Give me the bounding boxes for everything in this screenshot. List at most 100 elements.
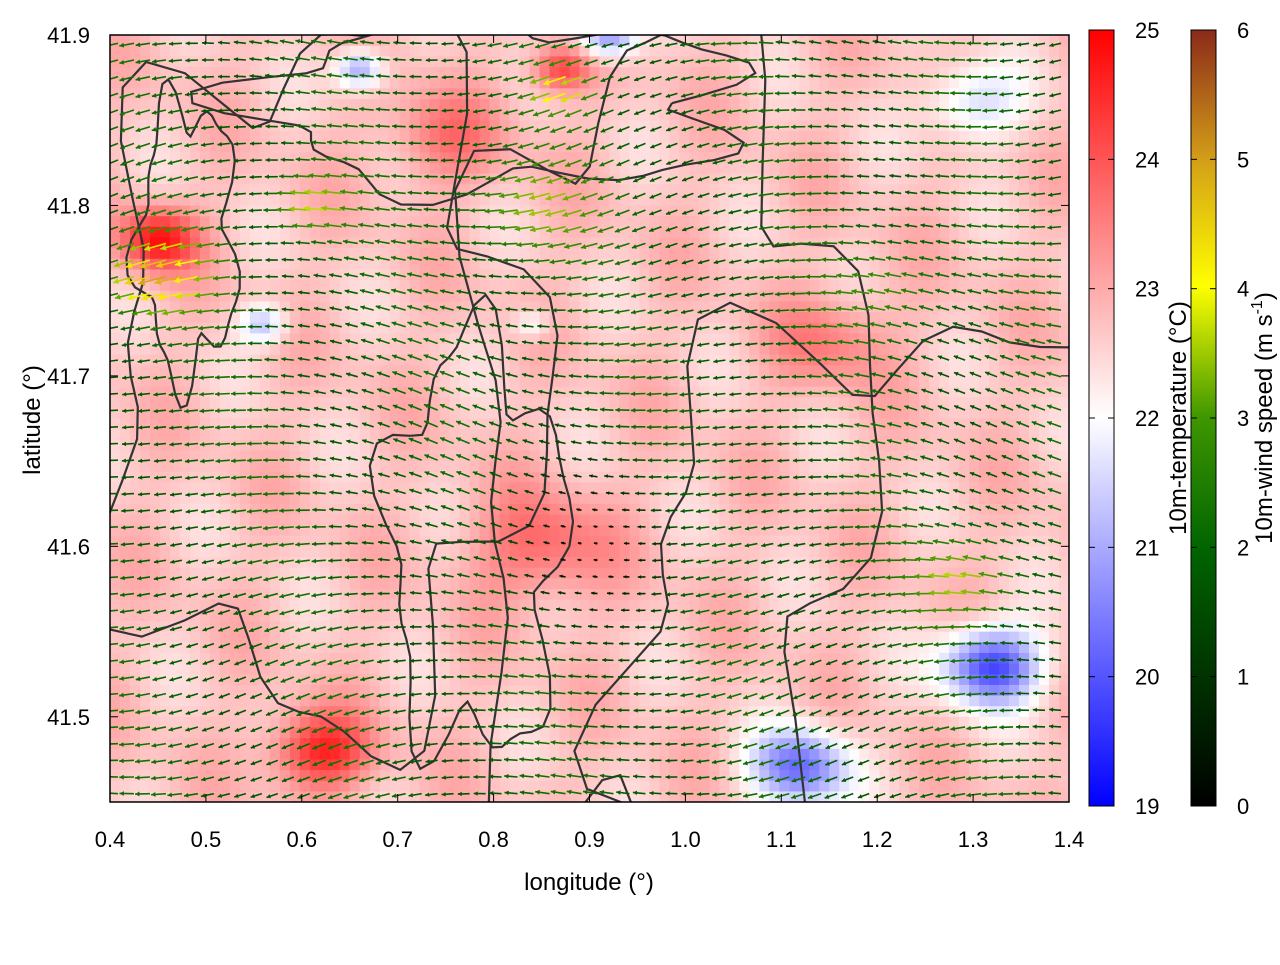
temperature-cell <box>569 609 581 622</box>
temperature-cell <box>629 375 641 387</box>
temperature-cell <box>439 716 451 728</box>
temperature-cell <box>349 364 361 376</box>
temperature-cell <box>499 343 511 355</box>
temperature-cell <box>769 652 780 664</box>
temperature-cell <box>639 343 651 355</box>
temperature-cell <box>319 162 331 174</box>
temperature-cell <box>119 780 131 792</box>
temperature-cell <box>779 364 790 376</box>
temperature-cell <box>379 268 391 281</box>
temperature-cell <box>489 588 501 600</box>
temperature-cell <box>799 599 810 611</box>
temperature-cell <box>779 141 790 153</box>
temperature-cell <box>239 460 251 472</box>
temperature-cell <box>189 524 201 536</box>
temperature-cell <box>229 567 241 579</box>
temperature-cell <box>339 737 351 749</box>
temperature-cell <box>769 748 780 760</box>
temperature-cell <box>409 290 421 302</box>
temperature-cell <box>619 769 631 781</box>
temperature-cell <box>429 343 441 355</box>
temperature-cell <box>329 716 341 728</box>
temperature-cell <box>789 66 800 78</box>
temperature-cell <box>659 236 671 249</box>
temperature-cell <box>159 172 171 185</box>
temperature-cell <box>389 55 401 68</box>
temperature-cell <box>679 631 690 643</box>
temperature-cell <box>639 45 651 57</box>
temperature-cell <box>169 55 181 68</box>
temperature-cell <box>159 545 171 558</box>
temperature-cell <box>629 631 641 643</box>
temperature-cell <box>309 449 321 462</box>
temperature-cell <box>739 236 750 249</box>
temperature-cell <box>739 663 750 675</box>
temperature-cell <box>369 737 381 749</box>
temperature-cell <box>439 45 451 57</box>
temperature-cell <box>259 141 271 153</box>
temperature-cell <box>609 311 621 323</box>
temperature-cell <box>369 322 381 334</box>
temperature-cell <box>639 109 651 121</box>
temperature-cell <box>399 151 411 163</box>
temperature-cell <box>659 407 671 419</box>
temperature-cell <box>719 503 730 515</box>
temperature-cell <box>369 364 381 376</box>
temperature-cell <box>189 66 201 78</box>
temperature-cell <box>399 45 411 57</box>
temperature-cell <box>729 268 740 281</box>
temperature-cell <box>409 354 421 366</box>
temperature-cell <box>599 588 611 600</box>
temperature-cell <box>349 396 361 408</box>
temperature-cell <box>409 694 421 707</box>
temperature-cell <box>619 300 631 313</box>
temperature-cell <box>179 332 191 345</box>
temperature-cell <box>269 66 281 78</box>
temperature-cell <box>289 407 301 419</box>
temperature-cell <box>189 769 201 781</box>
temperature-cell <box>499 780 511 792</box>
temperature-cell <box>779 172 790 185</box>
temperature-cell <box>499 66 511 78</box>
temperature-cell <box>479 55 491 68</box>
temperature-cell <box>159 748 171 760</box>
temperature-cell <box>609 130 621 142</box>
temperature-cell <box>709 300 720 313</box>
temperature-cell <box>119 204 131 217</box>
temperature-cell <box>529 87 541 100</box>
temperature-cell <box>619 694 631 707</box>
temperature-cell <box>209 386 221 398</box>
temperature-cell <box>279 119 291 131</box>
temperature-cell <box>309 66 321 78</box>
temperature-cell <box>559 513 571 526</box>
temperature-cell <box>419 705 431 717</box>
temperature-cell <box>269 716 281 728</box>
temperature-cell <box>189 556 201 568</box>
temperature-cell <box>669 279 681 291</box>
temperature-cell <box>289 386 301 398</box>
temperature-cell <box>239 694 251 707</box>
temperature-cell <box>609 428 621 440</box>
temperature-cell <box>419 407 431 419</box>
temperature-cell <box>319 439 331 451</box>
temperature-cell <box>469 545 481 558</box>
temperature-cell <box>399 98 411 110</box>
temperature-cell <box>359 45 371 57</box>
temperature-cell <box>439 311 451 323</box>
temperature-cell <box>219 481 231 494</box>
temperature-cell <box>799 609 810 622</box>
temperature-cell <box>699 492 710 504</box>
temperature-cell <box>429 290 441 302</box>
temperature-cell <box>339 503 351 515</box>
temperature-cell <box>729 343 740 355</box>
temperature-cell <box>659 300 671 313</box>
temperature-cell <box>229 449 241 462</box>
temperature-cell <box>419 641 431 653</box>
temperature-cell <box>339 343 351 355</box>
temperature-cell <box>189 172 201 185</box>
temperature-cell <box>149 620 161 632</box>
temperature-cell <box>169 247 181 259</box>
temperature-cell <box>669 620 681 632</box>
temperature-cell <box>339 172 351 185</box>
temperature-cell <box>739 343 750 355</box>
